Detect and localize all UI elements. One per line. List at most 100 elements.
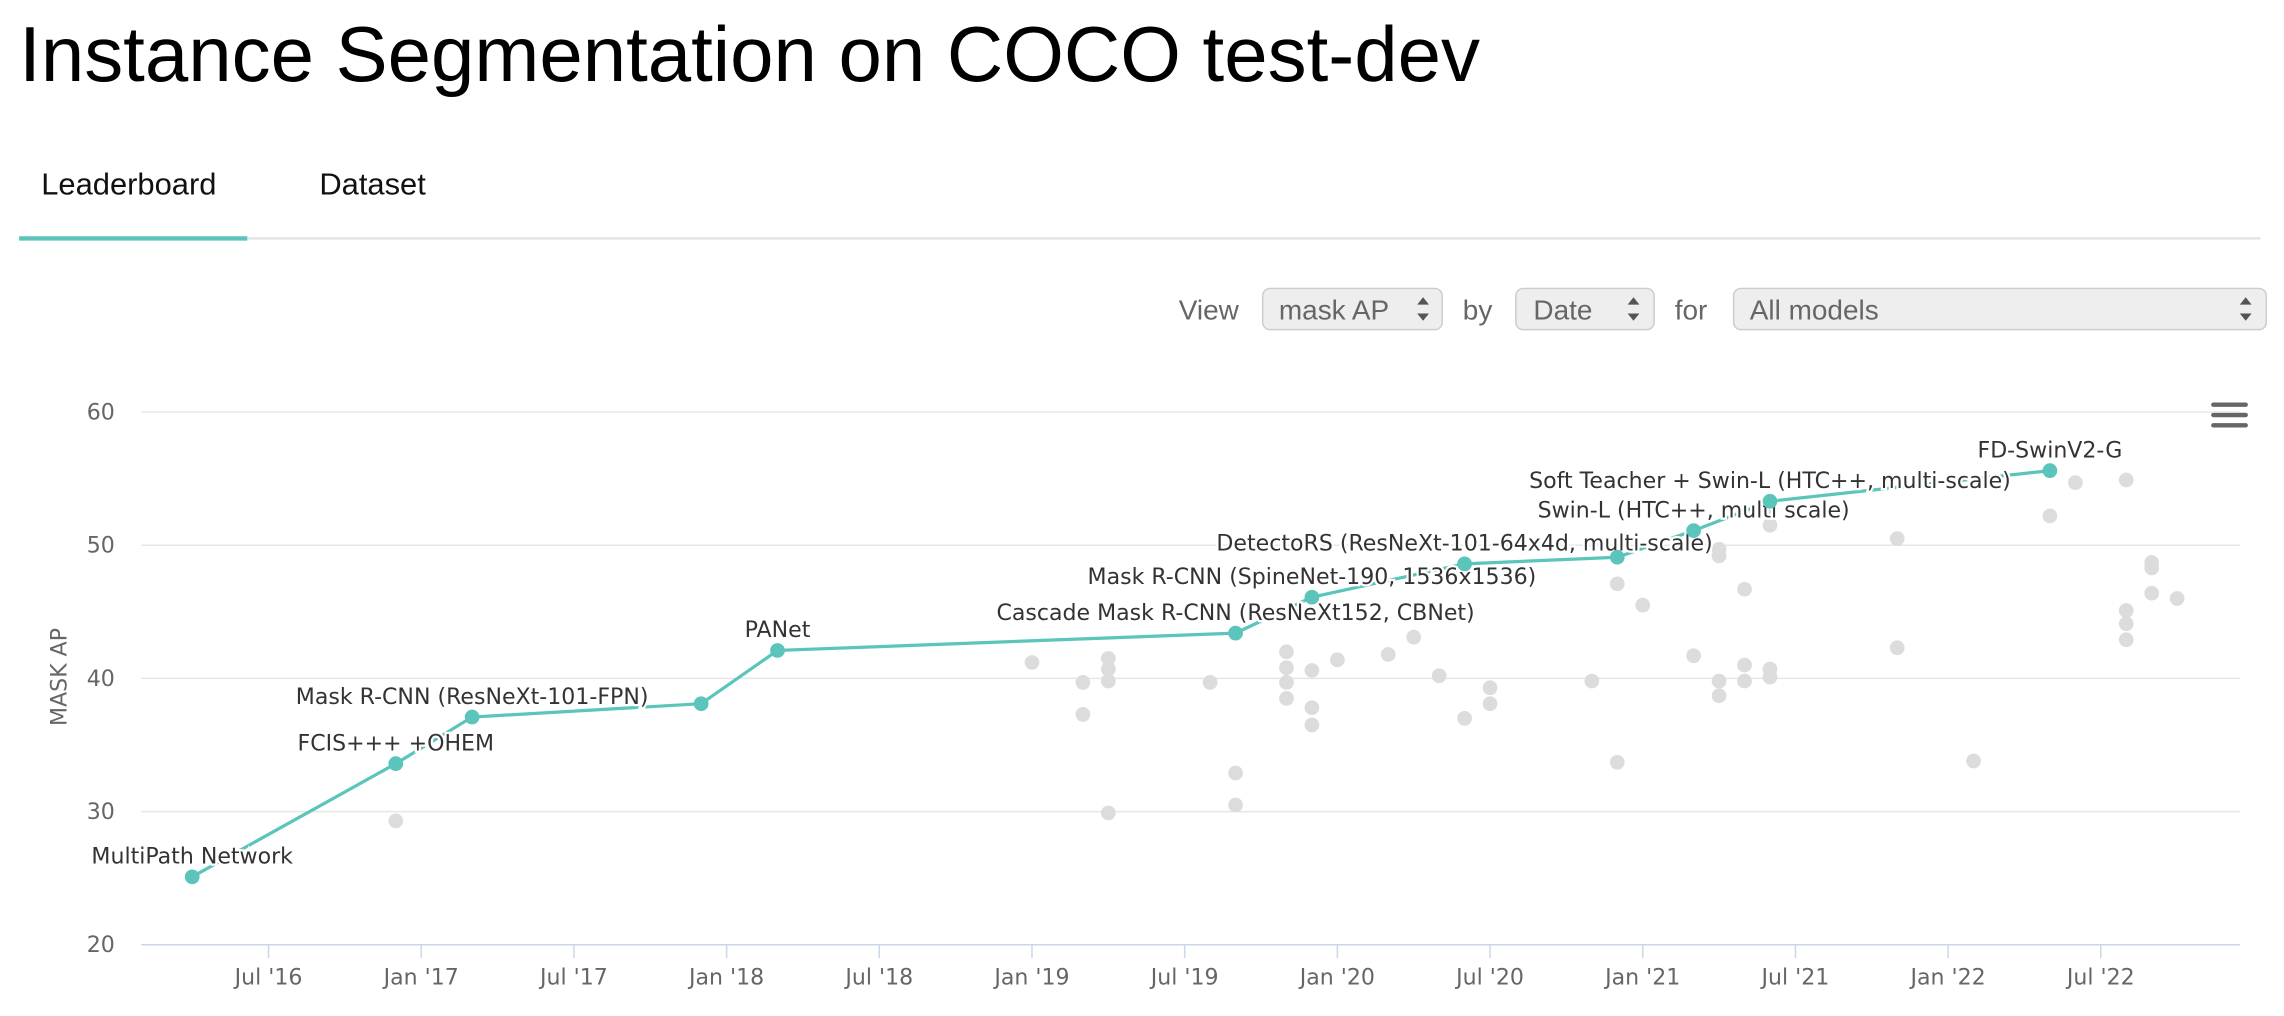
point-label: PANet: [745, 618, 811, 643]
select-box[interactable]: [1515, 287, 1655, 331]
model-point: [1762, 517, 1778, 533]
x-tick-label: Jul '21: [1760, 966, 1830, 991]
model-point: [2118, 632, 2134, 648]
x-tick-label: Jul '18: [843, 966, 913, 991]
model-point: [2042, 508, 2058, 524]
model-point: [1686, 648, 1701, 664]
select-value[interactable]: Date: [1533, 294, 1592, 325]
model-point: [1228, 765, 1243, 781]
model-point: [1024, 655, 1040, 670]
model-point: [1737, 657, 1752, 673]
frontier-point: [1609, 549, 1625, 565]
point-label: FCIS+++ +OHEM: [298, 731, 495, 756]
x-tick-label: Jan '20: [1298, 966, 1375, 991]
tab[interactable]: Dataset: [319, 166, 426, 201]
x-tick-label: Jan '19: [992, 966, 1069, 991]
model-point: [1711, 688, 1727, 704]
model-point: [1100, 805, 1116, 821]
model-point: [2169, 591, 2185, 606]
model-point: [1431, 668, 1447, 684]
model-point: [1457, 711, 1472, 726]
model-point: [1762, 669, 1778, 685]
model-point: [1075, 707, 1091, 722]
point-label: MultiPath Network: [91, 845, 293, 870]
model-point: [1406, 629, 1422, 645]
x-tick-label: Jul '19: [1149, 966, 1219, 991]
model-point: [1482, 696, 1498, 712]
model-point: [1304, 663, 1320, 678]
x-tick-label: Jul '17: [538, 966, 608, 991]
model-point: [1737, 581, 1752, 597]
frontier-point: [1304, 589, 1320, 605]
point-label: DetectoRS (ResNeXt-101-64x4d, multi-scal…: [1216, 532, 1712, 557]
model-point: [2118, 616, 2134, 632]
model-point: [1202, 675, 1218, 690]
model-point: [1279, 675, 1294, 690]
menu-button[interactable]: [2210, 401, 2249, 432]
model-point: [1584, 673, 1600, 689]
select[interactable]: Date: [1515, 287, 1655, 331]
frontier-line: [191, 469, 2051, 879]
tab[interactable]: Leaderboard: [41, 166, 216, 201]
model-point: [1737, 673, 1752, 689]
control-label: by: [1463, 294, 1493, 325]
frontier-point: [693, 696, 709, 712]
model-point: [1889, 531, 1905, 546]
x-tick-label: Jul '16: [233, 966, 303, 991]
x-tick-label: Jan '17: [382, 966, 459, 991]
select-arrows: [1417, 297, 1429, 321]
select-value[interactable]: mask AP: [1279, 294, 1389, 325]
model-point: [2118, 472, 2134, 488]
model-point: [1609, 754, 1625, 770]
model-point: [1482, 680, 1498, 696]
model-point: [1304, 700, 1320, 716]
frontier-point: [1228, 625, 1243, 641]
menu-icon: [2211, 402, 2248, 428]
y-tick-label: 20: [87, 933, 115, 958]
model-point: [1228, 797, 1243, 813]
point-label: Cascade Mask R-CNN (ResNeXt152, CBNet): [996, 601, 1474, 626]
model-point: [1304, 717, 1320, 733]
select-arrows: [2239, 297, 2252, 321]
control-label: View: [1179, 294, 1240, 325]
model-point: [2144, 585, 2160, 601]
model-point: [2144, 560, 2160, 576]
frontier-point: [184, 869, 200, 885]
point-label: Soft Teacher + Swin-L (HTC++, multi-scal…: [1529, 469, 2011, 494]
model-point: [1889, 640, 1905, 656]
select-box[interactable]: [1261, 287, 1443, 331]
frontier-point: [1762, 493, 1778, 509]
x-tick-label: Jul '20: [1454, 966, 1524, 991]
y-tick-label: 30: [87, 800, 115, 825]
chart: MASK AP 20 30 40 50 60 Jul '16 Jan '17 Jul '17 J…: [47, 400, 2240, 991]
model-point: [1966, 753, 1981, 769]
model-point: [1279, 644, 1294, 660]
model-point: [1075, 675, 1091, 690]
control-label: for: [1675, 294, 1708, 325]
frontier-point: [770, 643, 785, 658]
model-point: [1711, 548, 1727, 564]
model-point: [1100, 651, 1116, 666]
y-axis-title: MASK AP: [47, 628, 72, 726]
select[interactable]: mask AP: [1261, 287, 1443, 331]
model-point: [1711, 673, 1727, 689]
model-point: [1380, 647, 1396, 662]
model-point: [1635, 597, 1651, 613]
frontier-point: [2042, 463, 2058, 479]
point-label: Swin-L (HTC++, multi scale): [1538, 498, 1850, 523]
y-tick-label: 50: [87, 534, 115, 559]
select-arrows: [1627, 297, 1640, 321]
point-label: FD-SwinV2-G: [1978, 438, 2123, 463]
select-value[interactable]: All models: [1750, 294, 1879, 325]
frontier-point: [464, 709, 480, 725]
point-label: Mask R-CNN (ResNeXt-101-FPN): [296, 685, 649, 710]
model-point: [1279, 691, 1294, 706]
x-tick-label: Jan '22: [1909, 966, 1986, 991]
y-tick-label: 60: [87, 400, 115, 425]
x-tick-label: Jan '18: [687, 966, 764, 991]
select[interactable]: All models: [1732, 287, 2268, 331]
select-box[interactable]: [1732, 287, 2268, 331]
point-label: Mask R-CNN (SpineNet-190, 1536x1536): [1088, 565, 1537, 590]
